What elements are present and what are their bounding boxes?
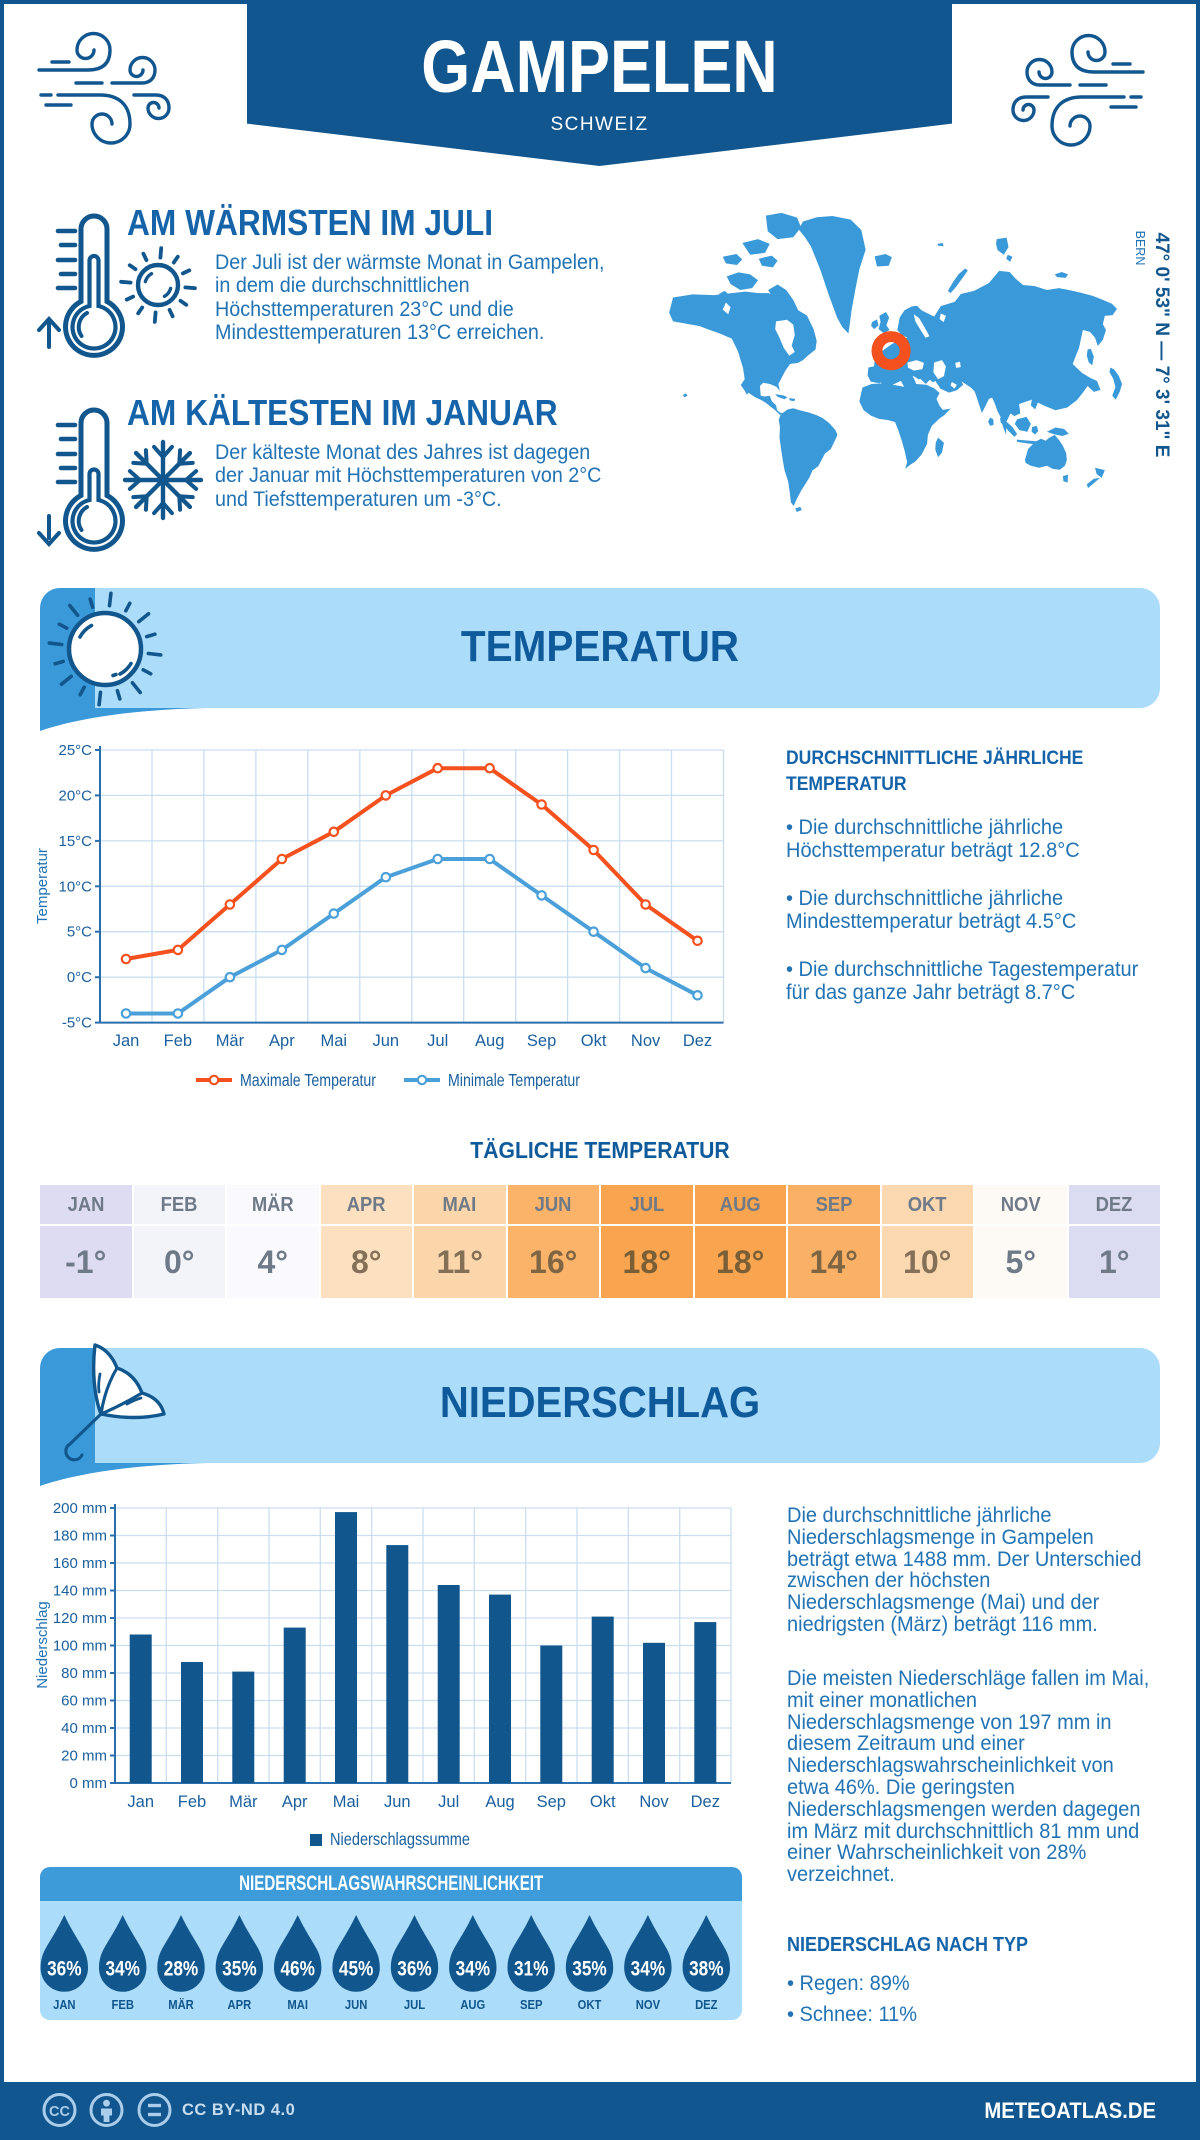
- svg-text:Jul: Jul: [438, 1793, 459, 1811]
- svg-text:Mai: Mai: [321, 1032, 348, 1050]
- svg-text:Nov: Nov: [631, 1032, 661, 1050]
- svg-text:60 mm: 60 mm: [61, 1693, 107, 1710]
- svg-text:100 mm: 100 mm: [53, 1638, 107, 1655]
- svg-text:Jul: Jul: [427, 1032, 448, 1050]
- svg-text:31%: 31%: [514, 1958, 548, 1981]
- svg-text:FEB: FEB: [111, 1997, 134, 2012]
- svg-text:Dez: Dez: [683, 1032, 712, 1050]
- svg-text:Mai: Mai: [333, 1793, 360, 1811]
- svg-text:Jan: Jan: [113, 1032, 140, 1050]
- svg-text:10°C: 10°C: [58, 878, 92, 895]
- svg-text:Mär: Mär: [229, 1793, 258, 1811]
- svg-text:40 mm: 40 mm: [61, 1720, 107, 1737]
- svg-text:Feb: Feb: [164, 1032, 192, 1050]
- svg-text:OKT: OKT: [578, 1997, 602, 2012]
- svg-text:SEP: SEP: [520, 1997, 543, 2012]
- svg-text:Minimale Temperatur: Minimale Temperatur: [448, 1070, 580, 1090]
- svg-text:Aug: Aug: [485, 1793, 514, 1811]
- svg-text:36%: 36%: [397, 1958, 431, 1981]
- svg-text:20°C: 20°C: [58, 787, 92, 804]
- svg-text:35%: 35%: [222, 1958, 256, 1981]
- svg-text:Jun: Jun: [372, 1032, 399, 1050]
- svg-text:180 mm: 180 mm: [53, 1528, 107, 1545]
- svg-text:Sep: Sep: [537, 1793, 566, 1811]
- svg-text:34%: 34%: [631, 1958, 665, 1981]
- svg-text:Apr: Apr: [269, 1032, 295, 1050]
- svg-text:140 mm: 140 mm: [53, 1583, 107, 1600]
- svg-text:Niederschlagssumme: Niederschlagssumme: [330, 1829, 470, 1849]
- svg-text:160 mm: 160 mm: [53, 1555, 107, 1572]
- svg-text:25°C: 25°C: [58, 742, 92, 759]
- svg-text:38%: 38%: [689, 1958, 723, 1981]
- svg-text:80 mm: 80 mm: [61, 1665, 107, 1682]
- svg-text:CC: CC: [49, 2104, 70, 2120]
- svg-text:DEZ: DEZ: [695, 1997, 717, 2012]
- svg-text:28%: 28%: [164, 1958, 198, 1981]
- svg-text:45%: 45%: [339, 1958, 373, 1981]
- svg-text:NOV: NOV: [636, 1997, 660, 2012]
- svg-text:200 mm: 200 mm: [53, 1500, 107, 1517]
- svg-text:Sep: Sep: [527, 1032, 556, 1050]
- svg-text:Jun: Jun: [384, 1793, 411, 1811]
- svg-text:Okt: Okt: [590, 1793, 616, 1811]
- svg-text:5°C: 5°C: [67, 924, 92, 941]
- svg-text:Nov: Nov: [639, 1793, 669, 1811]
- svg-text:35%: 35%: [572, 1958, 606, 1981]
- svg-text:15°C: 15°C: [58, 833, 92, 850]
- svg-text:Jan: Jan: [127, 1793, 154, 1811]
- svg-text:Temperatur: Temperatur: [34, 848, 51, 924]
- svg-text:36%: 36%: [47, 1958, 81, 1981]
- svg-text:JUL: JUL: [404, 1997, 425, 2012]
- svg-text:AUG: AUG: [460, 1997, 485, 2012]
- svg-text:Dez: Dez: [691, 1793, 720, 1811]
- svg-text:0°C: 0°C: [67, 969, 92, 986]
- svg-text:Mär: Mär: [216, 1032, 245, 1050]
- svg-text:Okt: Okt: [581, 1032, 607, 1050]
- svg-text:Aug: Aug: [475, 1032, 504, 1050]
- svg-text:34%: 34%: [105, 1958, 139, 1981]
- svg-text:-5°C: -5°C: [62, 1015, 92, 1032]
- svg-text:Niederschlag: Niederschlag: [34, 1601, 51, 1689]
- svg-text:Apr: Apr: [282, 1793, 308, 1811]
- svg-text:APR: APR: [228, 1997, 252, 2012]
- svg-text:46%: 46%: [280, 1958, 314, 1981]
- svg-text:34%: 34%: [456, 1958, 490, 1981]
- svg-text:JAN: JAN: [53, 1997, 75, 2012]
- svg-text:0 mm: 0 mm: [70, 1775, 108, 1792]
- svg-text:Feb: Feb: [178, 1793, 206, 1811]
- svg-text:MÄR: MÄR: [168, 1996, 194, 2012]
- svg-text:JUN: JUN: [345, 1997, 367, 2012]
- svg-text:MAI: MAI: [287, 1997, 308, 2012]
- svg-text:120 mm: 120 mm: [53, 1610, 107, 1627]
- svg-text:20 mm: 20 mm: [61, 1748, 107, 1765]
- svg-text:Maximale Temperatur: Maximale Temperatur: [240, 1070, 376, 1090]
